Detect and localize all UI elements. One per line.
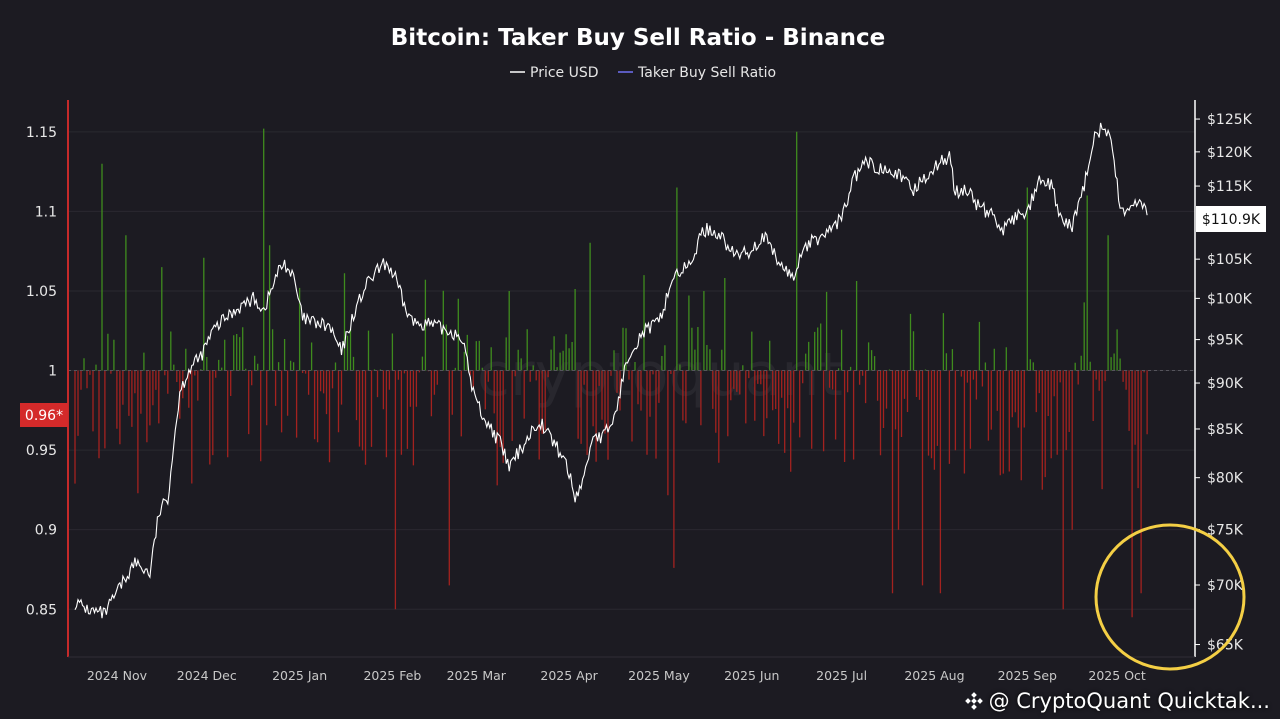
left-tick-label: 1.15 xyxy=(26,125,57,141)
right-tick-label: $75K xyxy=(1207,523,1244,539)
current-price-badge: $110.9K xyxy=(1196,206,1266,232)
left-axis-ticks: 1.15 1.1 1.05 1 0.95 0.9 0.85 xyxy=(26,125,57,618)
x-tick-label: 2025 Feb xyxy=(363,668,421,683)
binance-logo-icon xyxy=(964,692,983,710)
current-ratio-badge-bg xyxy=(20,403,68,427)
left-tick-label: 1.05 xyxy=(26,284,57,300)
footer-brand-text: @ CryptoQuant Quicktak... xyxy=(988,689,1270,713)
x-tick-label: 2025 Sep xyxy=(998,668,1057,683)
legend-ratio-label[interactable]: Taker Buy Sell Ratio xyxy=(637,65,776,81)
x-tick-label: 2025 Apr xyxy=(540,668,598,683)
right-tick-label: $80K xyxy=(1207,471,1244,487)
right-axis-ticks: $125K $120K $115K $105K $100K $95K $90K $85K $80… xyxy=(1195,112,1253,654)
ratio-bars-above-one xyxy=(83,128,1121,371)
ratio-bars xyxy=(74,128,1148,618)
current-price-value: $110.9K xyxy=(1202,212,1261,228)
left-tick-label: 0.95 xyxy=(26,443,57,459)
right-tick-label: $105K xyxy=(1207,252,1253,268)
x-tick-label: 2025 Aug xyxy=(904,668,964,683)
highlight-circle xyxy=(1094,523,1246,671)
left-tick-label: 1.1 xyxy=(35,204,57,220)
x-tick-label: 2025 May xyxy=(628,668,690,683)
x-axis-ticks: 2024 Nov 2024 Dec 2025 Jan 2025 Feb 2025 Mar… xyxy=(87,668,1146,683)
left-tick-label: 0.85 xyxy=(26,602,57,618)
right-tick-label: $95K xyxy=(1207,333,1244,349)
x-tick-label: 2024 Dec xyxy=(177,668,237,683)
left-tick-label: 1 xyxy=(48,364,57,380)
current-ratio-badge: 0.96* xyxy=(20,403,68,427)
right-tick-label: $70K xyxy=(1207,578,1244,594)
left-tick-label: 0.9 xyxy=(35,523,57,539)
x-tick-label: 2025 Jul xyxy=(816,668,867,683)
x-tick-label: 2025 Oct xyxy=(1088,668,1145,683)
right-tick-label: $85K xyxy=(1207,422,1244,438)
x-tick-label: 2024 Nov xyxy=(87,668,148,683)
x-tick-label: 2025 Mar xyxy=(447,668,507,683)
legend-price-label[interactable]: Price USD xyxy=(530,65,599,81)
right-tick-label: $120K xyxy=(1207,145,1253,161)
chart-title: Bitcoin: Taker Buy Sell Ratio - Binance xyxy=(391,25,885,51)
footer-brand: @ CryptoQuant Quicktak... xyxy=(964,689,1270,713)
right-tick-label: $125K xyxy=(1207,112,1253,128)
x-tick-label: 2025 Jun xyxy=(724,668,779,683)
price-line xyxy=(74,122,1148,619)
right-tick-label: $90K xyxy=(1207,376,1244,392)
legend: Price USD Taker Buy Sell Ratio xyxy=(510,65,776,81)
current-ratio-value: 0.96* xyxy=(25,408,63,424)
right-tick-label: $115K xyxy=(1207,179,1253,195)
right-tick-label: $100K xyxy=(1207,291,1253,307)
x-tick-label: 2025 Jan xyxy=(272,668,327,683)
current-price-badge-bg xyxy=(1196,206,1266,232)
